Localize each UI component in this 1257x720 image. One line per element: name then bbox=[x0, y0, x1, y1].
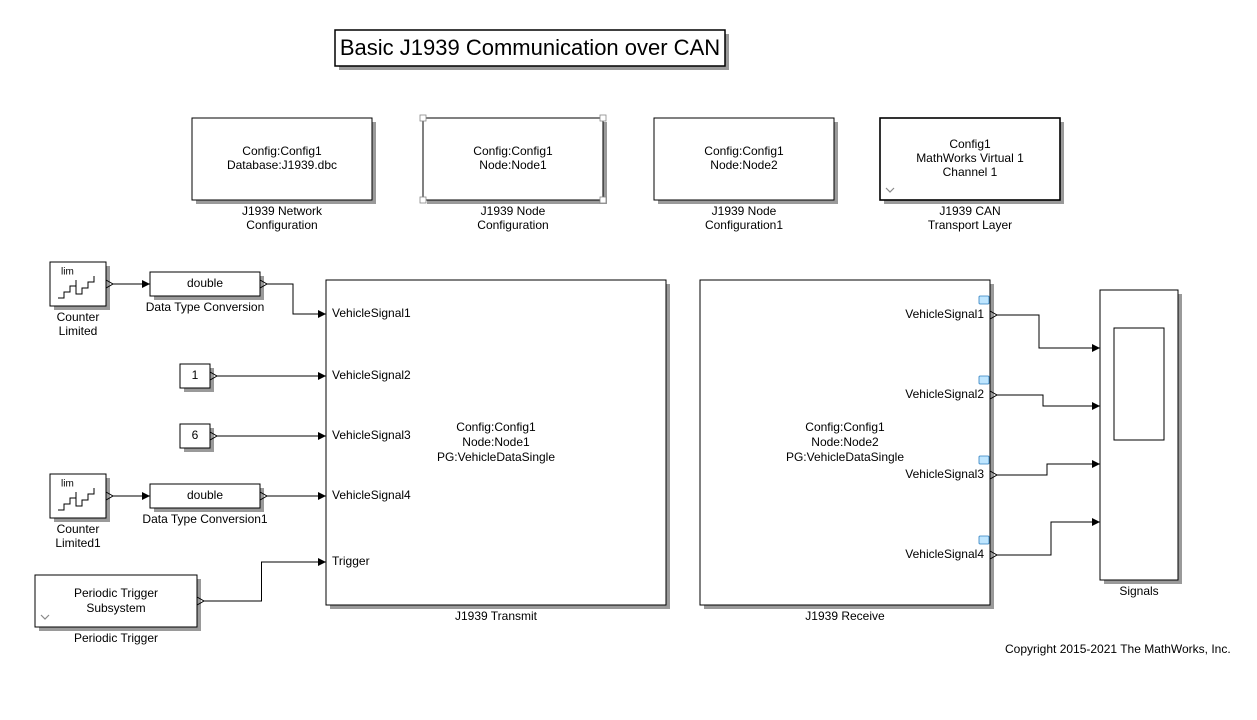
svg-text:1: 1 bbox=[192, 368, 199, 382]
svg-text:VehicleSignal4: VehicleSignal4 bbox=[905, 547, 984, 561]
svg-text:Transport Layer: Transport Layer bbox=[928, 218, 1012, 232]
simulink-diagram: Basic J1939 Communication over CAN Config… bbox=[0, 0, 1257, 720]
svg-text:6: 6 bbox=[192, 428, 199, 442]
svg-text:Data Type Conversion: Data Type Conversion bbox=[146, 300, 265, 314]
svg-text:VehicleSignal2: VehicleSignal2 bbox=[905, 387, 984, 401]
svg-text:VehicleSignal3: VehicleSignal3 bbox=[332, 428, 411, 442]
svg-text:J1939 CAN: J1939 CAN bbox=[939, 204, 1000, 218]
svg-text:PG:VehicleDataSingle: PG:VehicleDataSingle bbox=[437, 450, 555, 464]
svg-text:lim: lim bbox=[61, 479, 74, 490]
svg-text:J1939 Node: J1939 Node bbox=[712, 204, 777, 218]
svg-text:Periodic Trigger: Periodic Trigger bbox=[74, 586, 158, 600]
svg-text:Limited: Limited bbox=[59, 324, 98, 338]
svg-text:double: double bbox=[187, 488, 223, 502]
svg-text:lim: lim bbox=[61, 267, 74, 278]
svg-text:Basic J1939 Communication over: Basic J1939 Communication over CAN bbox=[340, 35, 720, 60]
svg-text:Data Type Conversion1: Data Type Conversion1 bbox=[142, 512, 268, 526]
svg-text:Configuration: Configuration bbox=[246, 218, 317, 232]
svg-text:VehicleSignal2: VehicleSignal2 bbox=[332, 368, 411, 382]
svg-text:Node:Node1: Node:Node1 bbox=[462, 435, 530, 449]
svg-text:Signals: Signals bbox=[1119, 584, 1158, 598]
svg-text:Configuration: Configuration bbox=[477, 218, 548, 232]
svg-text:Trigger: Trigger bbox=[332, 554, 370, 568]
svg-text:Config:Config1: Config:Config1 bbox=[456, 420, 536, 434]
svg-text:Counter: Counter bbox=[57, 522, 100, 536]
svg-text:J1939 Node: J1939 Node bbox=[481, 204, 546, 218]
svg-text:Configuration1: Configuration1 bbox=[705, 218, 783, 232]
svg-text:J1939 Network: J1939 Network bbox=[242, 204, 323, 218]
svg-text:Copyright 2015-2021 The MathWo: Copyright 2015-2021 The MathWorks, Inc. bbox=[1005, 642, 1231, 656]
svg-text:Config:Config1: Config:Config1 bbox=[242, 144, 322, 158]
svg-text:Counter: Counter bbox=[57, 310, 100, 324]
svg-text:VehicleSignal1: VehicleSignal1 bbox=[905, 307, 984, 321]
svg-text:J1939 Receive: J1939 Receive bbox=[805, 609, 885, 623]
svg-text:Config:Config1: Config:Config1 bbox=[473, 144, 553, 158]
svg-text:MathWorks Virtual 1: MathWorks Virtual 1 bbox=[916, 151, 1024, 165]
svg-text:Limited1: Limited1 bbox=[55, 536, 101, 550]
svg-text:Channel 1: Channel 1 bbox=[943, 165, 998, 179]
svg-text:Config:Config1: Config:Config1 bbox=[704, 144, 784, 158]
svg-text:Config1: Config1 bbox=[949, 137, 991, 151]
svg-text:double: double bbox=[187, 276, 223, 290]
svg-text:VehicleSignal3: VehicleSignal3 bbox=[905, 467, 984, 481]
svg-text:Database:J1939.dbc: Database:J1939.dbc bbox=[227, 158, 337, 172]
svg-text:VehicleSignal1: VehicleSignal1 bbox=[332, 306, 411, 320]
svg-text:Node:Node2: Node:Node2 bbox=[710, 158, 778, 172]
svg-text:Config:Config1: Config:Config1 bbox=[805, 420, 885, 434]
svg-text:PG:VehicleDataSingle: PG:VehicleDataSingle bbox=[786, 450, 904, 464]
svg-text:VehicleSignal4: VehicleSignal4 bbox=[332, 488, 411, 502]
svg-text:Node:Node1: Node:Node1 bbox=[479, 158, 547, 172]
svg-text:Periodic Trigger: Periodic Trigger bbox=[74, 631, 158, 645]
svg-text:Subsystem: Subsystem bbox=[86, 601, 145, 615]
svg-text:J1939 Transmit: J1939 Transmit bbox=[455, 609, 538, 623]
svg-text:Node:Node2: Node:Node2 bbox=[811, 435, 879, 449]
